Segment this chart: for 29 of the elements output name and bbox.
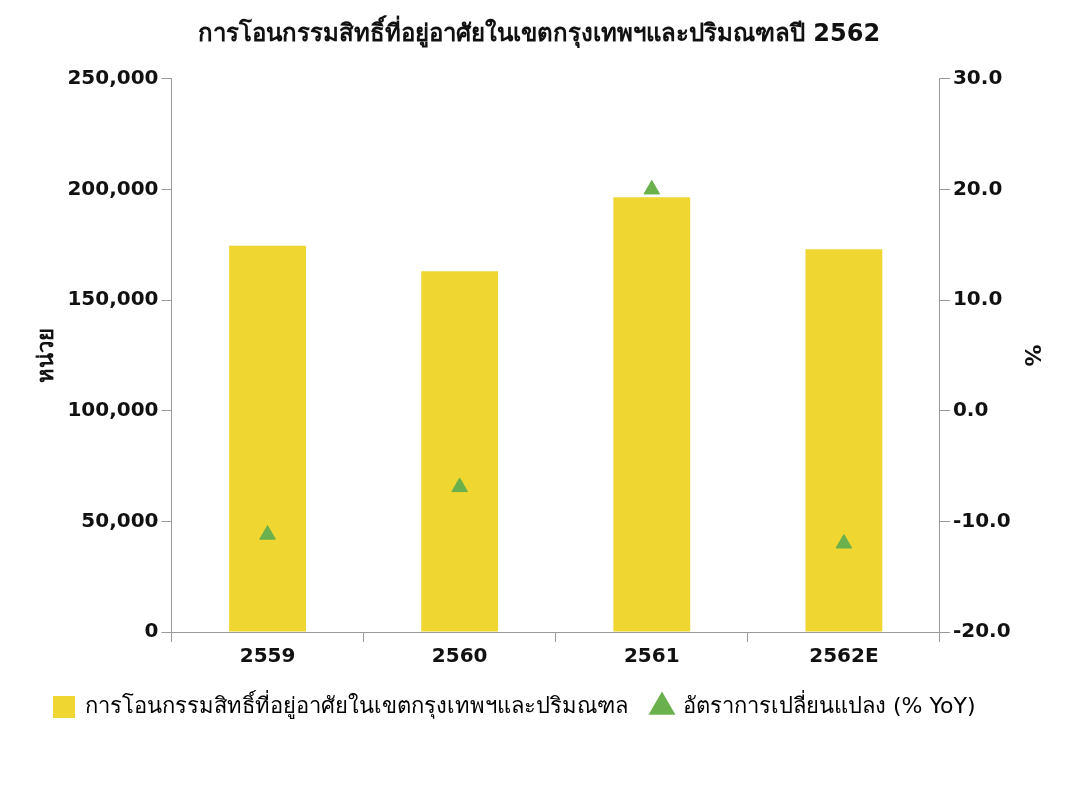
x-tick-label: 2560 bbox=[431, 643, 488, 668]
y2-tick-label: -10.0 bbox=[952, 507, 1011, 532]
y2-axis-title: % bbox=[1020, 344, 1046, 367]
y-tick-label: 150,000 bbox=[67, 286, 159, 311]
x-tick-label: 2561 bbox=[623, 643, 680, 668]
y-axis-title: หน่วย bbox=[32, 327, 58, 383]
y-tick-label: 0 bbox=[144, 618, 159, 643]
y2-tick-label: 10.0 bbox=[952, 286, 1003, 311]
y-tick-label: 50,000 bbox=[81, 507, 159, 532]
point bbox=[451, 477, 468, 493]
y2-tick-label: 20.0 bbox=[952, 175, 1003, 200]
bar bbox=[229, 245, 306, 632]
y-tick-label: 250,000 bbox=[67, 65, 159, 89]
legend-label: การโอนกรรมสิทธิ์ที่อยู่อาศัยในเขตกรุงเทพฯและปริมณฑล bbox=[85, 689, 628, 719]
y-tick-label: 100,000 bbox=[67, 396, 159, 421]
legend-label: อัตราการเปลี่ยนแปลง (% YoY) bbox=[683, 689, 976, 718]
x-tick-label: 2559 bbox=[239, 643, 296, 668]
y2-tick-label: 0.0 bbox=[952, 396, 989, 421]
bar bbox=[613, 197, 691, 632]
chart-title: การโอนกรรมสิทธิ์ที่อยู่อาศัยในเขตกรุงเทพฯและปริมณฑลปี 2562 bbox=[197, 14, 881, 49]
bar bbox=[805, 249, 883, 632]
y-tick-label: 200,000 bbox=[67, 175, 159, 200]
point bbox=[835, 533, 853, 549]
point bbox=[643, 179, 661, 195]
y2-tick-label: -20.0 bbox=[952, 618, 1011, 643]
bar bbox=[421, 271, 499, 632]
point bbox=[259, 525, 276, 540]
x-tick-label: 2562E bbox=[809, 643, 879, 668]
y2-tick-label: 30.0 bbox=[952, 65, 1003, 89]
